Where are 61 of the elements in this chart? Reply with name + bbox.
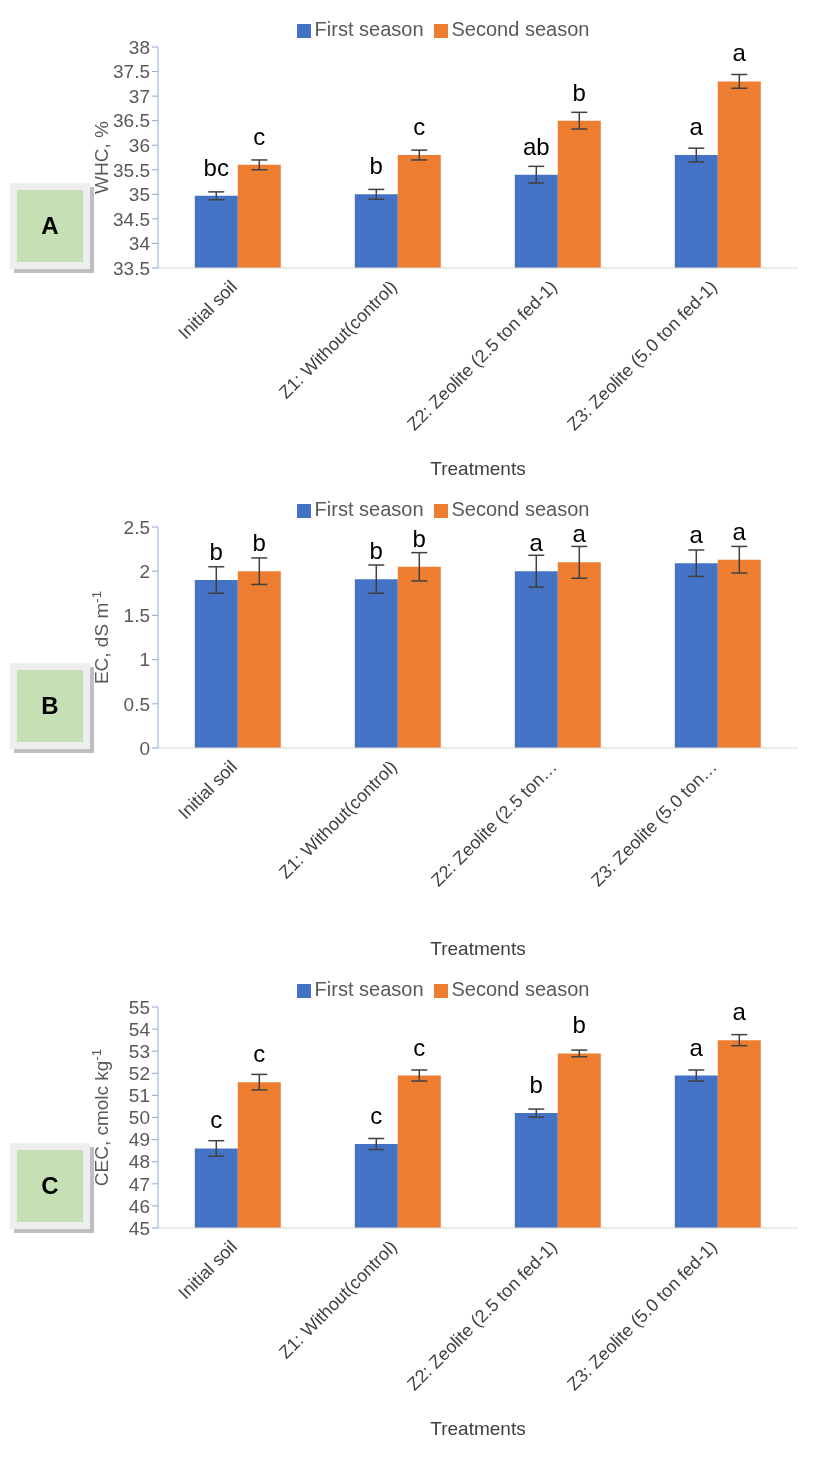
data-label: a	[529, 529, 544, 557]
y-tick-label: 34	[128, 233, 151, 255]
data-label: c	[253, 1040, 266, 1068]
x-axis-title: Treatments	[430, 1418, 526, 1439]
data-label: b	[572, 78, 586, 106]
data-label: a	[689, 1033, 704, 1061]
legend-label: Second season	[451, 498, 590, 520]
y-tick-label: 2	[139, 560, 150, 582]
data-label: bc	[203, 153, 229, 181]
y-tick-label: 1	[139, 649, 150, 671]
y-tick-label: 33.5	[113, 257, 150, 279]
y-tick-label: 38	[128, 36, 150, 58]
y-tick-label: 36.5	[113, 110, 150, 132]
y-tick-label: 35	[128, 184, 150, 206]
data-label: a	[732, 998, 747, 1026]
y-tick-label: 53	[128, 1040, 150, 1062]
data-label: c	[370, 1102, 383, 1130]
y-tick-label: 55	[128, 996, 150, 1018]
legend-label: Second season	[451, 18, 590, 40]
data-label: b	[209, 538, 223, 566]
y-tick-label: 35.5	[113, 159, 150, 181]
y-tick-label: 36	[128, 134, 150, 156]
data-label: b	[369, 537, 383, 565]
y-tick-label: 1.5	[123, 605, 150, 627]
data-label: a	[689, 521, 704, 549]
data-label: c	[210, 1106, 223, 1134]
y-tick-label: 37	[128, 85, 150, 107]
y-tick-label: 37.5	[113, 61, 150, 83]
y-tick-label: 45	[128, 1217, 150, 1239]
y-axis-title: WHC, %	[91, 120, 112, 194]
y-tick-label: 47	[128, 1173, 150, 1195]
data-label: a	[689, 113, 704, 141]
y-tick-label: 52	[128, 1063, 150, 1085]
data-label: b	[252, 529, 266, 557]
y-tick-label: 46	[128, 1195, 150, 1217]
y-tick-label: 0.5	[123, 693, 150, 715]
data-label: c	[253, 122, 266, 150]
data-label: b	[529, 1071, 543, 1099]
legend-label: First season	[314, 18, 424, 40]
y-tick-label: 48	[128, 1151, 150, 1173]
data-label: a	[572, 520, 587, 548]
data-label: b	[412, 524, 426, 552]
data-label: a	[732, 39, 747, 67]
legend-label: First season	[314, 978, 424, 1000]
y-tick-label: 50	[128, 1107, 150, 1129]
data-label: b	[369, 152, 383, 180]
data-label: ab	[522, 132, 550, 160]
y-tick-label: 49	[128, 1129, 150, 1151]
x-axis-title: Treatments	[430, 458, 526, 479]
data-label: c	[413, 113, 426, 141]
y-tick-label: 0	[139, 737, 150, 759]
y-tick-label: 2.5	[123, 516, 150, 538]
data-label: c	[413, 1033, 426, 1061]
legend-label: First season	[314, 498, 424, 520]
legend-label: Second season	[451, 978, 590, 1000]
y-tick-label: 54	[128, 1018, 151, 1040]
y-tick-label: 51	[128, 1085, 150, 1107]
data-label: a	[732, 517, 747, 545]
x-axis-title: Treatments	[430, 938, 526, 959]
data-label: b	[572, 1011, 586, 1039]
y-tick-label: 34.5	[113, 208, 150, 230]
